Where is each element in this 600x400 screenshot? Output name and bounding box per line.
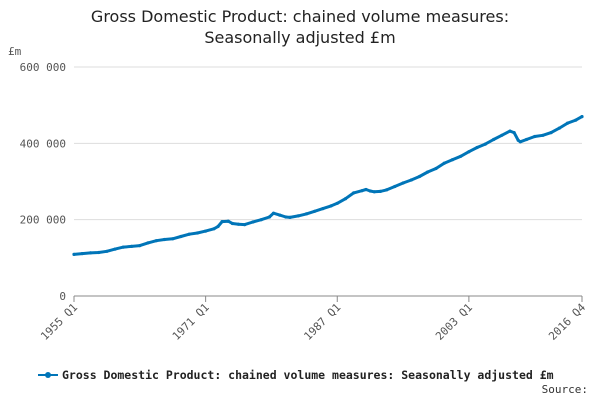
data-point xyxy=(541,133,545,137)
y-tick-label: 0 xyxy=(59,290,66,303)
data-point xyxy=(442,161,446,165)
data-point xyxy=(352,191,356,195)
data-point xyxy=(278,213,282,217)
data-point xyxy=(335,201,339,205)
data-point xyxy=(195,231,199,235)
data-point xyxy=(417,174,422,179)
data-point xyxy=(105,249,109,253)
data-point xyxy=(288,215,292,219)
data-point xyxy=(385,188,389,192)
data-point xyxy=(284,215,288,219)
y-tick-label: 600 000 xyxy=(20,61,66,74)
data-point xyxy=(393,184,397,189)
data-point xyxy=(230,221,234,226)
data-point xyxy=(368,189,372,193)
data-point xyxy=(483,142,487,146)
source-label: Source: xyxy=(541,383,588,396)
data-point xyxy=(121,245,125,249)
data-point xyxy=(434,166,438,171)
data-point xyxy=(162,237,167,242)
data-point xyxy=(574,118,578,122)
data-point xyxy=(401,181,405,185)
series-layer xyxy=(72,115,584,256)
data-point xyxy=(426,170,430,174)
data-point xyxy=(243,223,247,227)
data-point xyxy=(409,178,413,182)
x-tick-label: 1955 Q1 xyxy=(38,301,80,343)
data-point xyxy=(518,140,522,144)
y-axis-unit-label: £m xyxy=(8,45,22,58)
data-point xyxy=(475,145,479,150)
data-point xyxy=(459,154,463,158)
x-tick-label: 2016 Q4 xyxy=(546,301,588,343)
chart-title: Gross Domestic Product: chained volume m… xyxy=(0,6,600,48)
data-point xyxy=(130,244,134,248)
data-point xyxy=(321,207,325,211)
y-tick-label: 200 000 xyxy=(20,214,66,227)
chart-title-line-1: Gross Domestic Product: chained volume m… xyxy=(90,7,510,26)
x-tick-label: 2003 Q1 xyxy=(433,301,475,343)
data-point xyxy=(216,224,220,229)
legend[interactable]: Gross Domestic Product: chained volume m… xyxy=(38,366,554,384)
data-point xyxy=(236,222,241,226)
data-point xyxy=(138,244,142,248)
data-point xyxy=(450,158,454,162)
data-point xyxy=(378,189,382,193)
data-point xyxy=(296,214,300,218)
data-point xyxy=(360,189,364,193)
data-point xyxy=(364,187,368,192)
data-point xyxy=(187,232,191,236)
legend-swatch xyxy=(38,370,58,380)
data-point xyxy=(113,247,117,251)
data-point xyxy=(212,227,216,231)
series-line xyxy=(72,115,584,256)
data-point xyxy=(512,131,516,135)
data-point xyxy=(566,121,570,125)
data-point xyxy=(467,150,471,154)
legend-label: Gross Domestic Product: chained volume m… xyxy=(62,368,554,382)
data-point xyxy=(88,251,93,255)
data-point xyxy=(171,237,175,241)
data-point xyxy=(549,131,553,135)
data-point xyxy=(557,126,562,130)
data-point xyxy=(80,252,84,256)
data-point xyxy=(329,204,333,208)
data-point xyxy=(508,129,512,133)
data-point xyxy=(580,115,584,119)
data-point xyxy=(524,137,529,142)
data-point xyxy=(226,219,230,223)
data-point xyxy=(179,234,183,239)
chart-title-line-2: Seasonally adjusted £m xyxy=(204,28,396,47)
data-point xyxy=(304,212,308,216)
y-tick-label: 400 000 xyxy=(20,137,66,150)
data-point xyxy=(313,209,317,213)
data-point xyxy=(533,134,537,139)
data-point xyxy=(97,250,101,255)
data-point xyxy=(492,137,496,142)
data-point xyxy=(251,220,255,224)
data-point xyxy=(146,241,150,245)
data-point xyxy=(372,190,376,194)
grid-layer xyxy=(74,66,582,221)
x-tick-label: 1971 Q1 xyxy=(170,301,212,343)
axis-layer: 0 200 000 400 000 600 000 £m 1955 Q1 1971 Q1 19… xyxy=(8,45,588,343)
data-point xyxy=(500,133,504,137)
data-point xyxy=(271,211,276,215)
data-point xyxy=(154,239,158,243)
data-point xyxy=(204,229,208,233)
data-point xyxy=(267,215,271,219)
data-point xyxy=(343,197,348,201)
data-point xyxy=(72,252,76,256)
x-tick-label: 1987 Q1 xyxy=(301,301,343,343)
data-point xyxy=(220,220,224,224)
data-point xyxy=(259,218,263,222)
